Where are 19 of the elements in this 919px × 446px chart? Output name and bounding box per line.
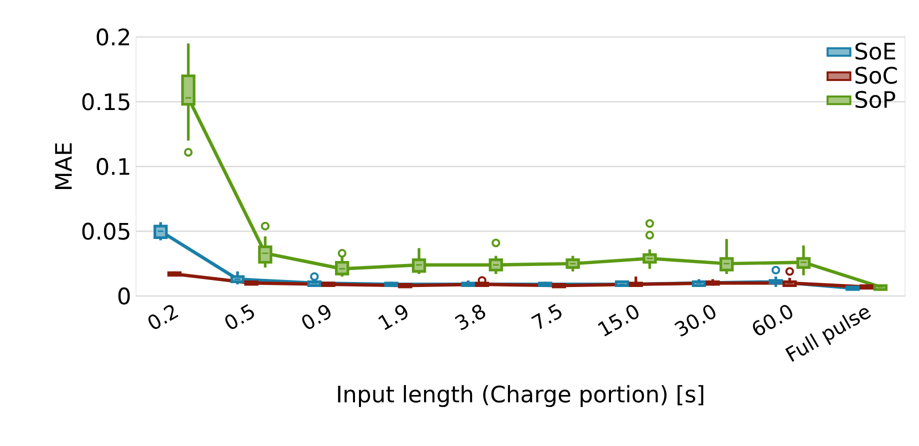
x-tick-label: 30.0 (674, 304, 716, 336)
x-tick-label: 0.5 (225, 304, 254, 329)
legend-label: SoC (855, 66, 897, 84)
x-tick-label: 7.5 (531, 304, 562, 330)
x-tick-label: 15.0 (598, 304, 638, 336)
x-tick-label: 0.2 (148, 305, 178, 329)
y-tick-label: 0.05 (82, 222, 130, 240)
y-tick-label: 0 (118, 287, 130, 305)
x-axis-title: Input length (Charge portion) [s] (338, 385, 704, 408)
legend-label: SoP (855, 90, 896, 108)
x-tick-label: 60.0 (752, 304, 792, 336)
x-tick-label: 0.9 (302, 305, 331, 329)
y-tick-label: 0.2 (96, 28, 130, 46)
x-tick-label: 1.9 (378, 305, 408, 330)
y-tick-label: 0.1 (96, 158, 130, 176)
x-tick-label: 3.8 (454, 304, 486, 330)
y-tick-label: 0.15 (82, 93, 130, 110)
y-axis-title: MAE (55, 143, 72, 189)
legend-label: SoE (855, 42, 896, 60)
